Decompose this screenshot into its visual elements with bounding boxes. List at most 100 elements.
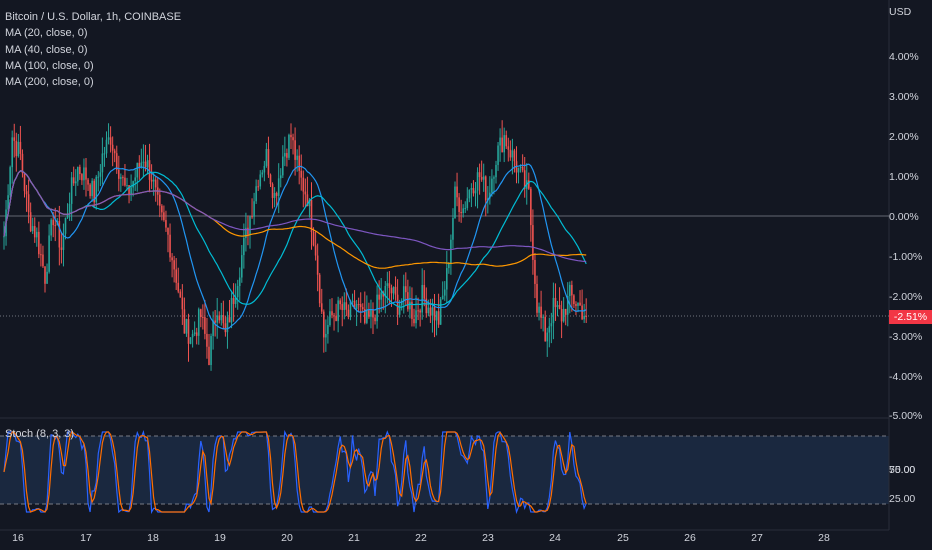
candle-body [13, 137, 16, 141]
candle-body [7, 195, 9, 210]
candle-body [421, 284, 423, 313]
candle-body [503, 135, 505, 153]
candle-body [152, 179, 155, 182]
candle-body [437, 311, 440, 325]
candle-body [366, 310, 368, 323]
candle-body [353, 300, 356, 310]
candle-body [433, 307, 436, 321]
candle-body [120, 177, 122, 179]
stoch-label[interactable]: Stoch (8, 3, 3) [5, 428, 75, 440]
candle-body [109, 137, 112, 145]
candle-body [532, 225, 534, 260]
x-tick: 18 [147, 532, 159, 544]
candle-body [124, 177, 126, 186]
candle-body [259, 174, 262, 187]
last-price-tag: -2.51% [889, 310, 932, 324]
candle-body [290, 134, 292, 138]
candle-body [435, 311, 438, 321]
candle-body [175, 269, 177, 283]
candle-body [351, 300, 354, 302]
y-tick: 3.00% [889, 91, 919, 103]
candle-body [93, 180, 95, 203]
candle-body [177, 282, 180, 292]
candle-body [339, 300, 341, 305]
candle-body [368, 310, 370, 317]
candle-body [224, 323, 227, 333]
candle-body [54, 225, 57, 227]
candle-body [17, 141, 20, 157]
currency-label: USD [889, 6, 912, 18]
candle-body [66, 214, 69, 218]
y-tick: 2.00% [889, 131, 919, 143]
candle-body [380, 292, 382, 300]
candle-body [44, 266, 46, 284]
candle-body [294, 140, 296, 160]
candle-body [306, 194, 309, 207]
candle-body [284, 153, 286, 157]
candle-body [29, 212, 32, 232]
y-tick: 1.00% [889, 171, 919, 183]
candle-body [245, 227, 247, 239]
candle-body [70, 177, 73, 204]
candle-body [429, 307, 432, 316]
candle-body [91, 180, 93, 197]
candle-body [523, 170, 526, 189]
candle-body [372, 310, 374, 318]
candle-body [275, 193, 278, 196]
candle-body [234, 297, 237, 304]
x-tick: 27 [751, 532, 763, 544]
candle-body [265, 149, 268, 166]
candle-body [585, 315, 587, 317]
candle-body [347, 309, 350, 317]
candle-body [251, 216, 253, 218]
candle-body [89, 184, 91, 197]
candle-body [27, 194, 30, 213]
candle-body [566, 295, 569, 315]
x-tick: 17 [80, 532, 92, 544]
candle-body [220, 315, 223, 321]
candle-body [546, 332, 549, 342]
candle-body [286, 153, 288, 158]
candle-body [349, 301, 352, 317]
candle-body [79, 166, 81, 175]
candle-body [583, 315, 585, 320]
candle-body [298, 155, 300, 171]
candle-body [396, 294, 399, 315]
y-tick: 0.00% [889, 211, 919, 223]
candle-body [191, 333, 194, 338]
candle-body [493, 177, 495, 179]
candle-body [138, 162, 141, 168]
candle-body [474, 190, 477, 194]
candle-body [495, 164, 497, 178]
candle-body [277, 178, 280, 196]
stochastic-lines [3, 429, 587, 515]
y-tick: -2.00% [889, 291, 923, 303]
candle-body [478, 172, 481, 178]
candle-body [142, 161, 145, 163]
candle-body [476, 172, 479, 191]
ma-40-line [3, 170, 587, 308]
candle-body [491, 178, 493, 193]
candle-body [128, 185, 130, 196]
stoch-tick: 75.00 [889, 464, 916, 476]
candle-body [38, 231, 40, 255]
candle-body [183, 309, 186, 334]
candle-body [573, 295, 575, 304]
candle-body [243, 238, 245, 256]
x-tick: 24 [549, 532, 561, 544]
candle-body [331, 311, 333, 316]
candle-body [171, 257, 173, 261]
candle-body [314, 245, 317, 256]
candle-body [208, 346, 210, 365]
candle-body [497, 145, 499, 165]
candle-body [81, 174, 83, 181]
candle-body [68, 203, 71, 215]
candle-body [50, 219, 52, 236]
candle-body [511, 150, 514, 158]
candle-body [132, 181, 134, 188]
candle-body [271, 184, 274, 198]
x-tick: 23 [482, 532, 494, 544]
candle-body [466, 198, 469, 208]
candle-body [415, 310, 417, 324]
